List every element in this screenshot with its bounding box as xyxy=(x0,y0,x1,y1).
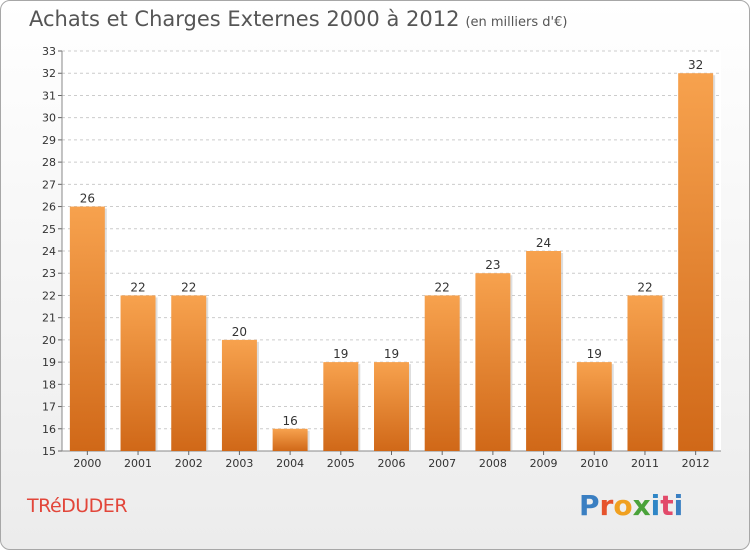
x-tick-label: 2007 xyxy=(428,457,456,470)
y-tick-label: 16 xyxy=(42,423,56,436)
bar xyxy=(323,362,359,451)
x-tick-label: 2010 xyxy=(580,457,608,470)
y-tick-label: 27 xyxy=(42,178,56,191)
data-label: 26 xyxy=(80,192,95,206)
x-tick-label: 2005 xyxy=(327,457,355,470)
data-label: 23 xyxy=(485,258,500,272)
commune-name: TRéDUDER xyxy=(27,495,128,517)
x-tick-label: 2009 xyxy=(530,457,558,470)
y-tick-label: 33 xyxy=(42,45,56,58)
y-tick-label: 19 xyxy=(42,356,56,369)
chart-title: Achats et Charges Externes 2000 à 2012 (e… xyxy=(29,7,567,31)
y-tick-label: 28 xyxy=(42,156,56,169)
bar xyxy=(475,273,511,451)
y-tick-label: 32 xyxy=(42,67,56,80)
y-tick-label: 20 xyxy=(42,334,56,347)
x-tick-label: 2003 xyxy=(225,457,253,470)
y-tick-label: 30 xyxy=(42,112,56,125)
y-tick-label: 29 xyxy=(42,134,56,147)
data-label: 22 xyxy=(181,280,196,294)
bar xyxy=(678,73,714,451)
bar xyxy=(424,295,460,451)
data-label: 24 xyxy=(536,236,551,250)
y-tick-label: 25 xyxy=(42,223,56,236)
data-label: 32 xyxy=(688,58,703,72)
y-tick-label: 21 xyxy=(42,312,56,325)
data-label: 19 xyxy=(587,347,602,361)
data-label: 22 xyxy=(637,280,652,294)
chart-subtitle: (en milliers d'€) xyxy=(465,15,568,30)
y-tick-label: 26 xyxy=(42,201,56,214)
y-tick-label: 24 xyxy=(42,245,56,258)
data-label: 19 xyxy=(333,347,348,361)
y-tick-label: 22 xyxy=(42,289,56,302)
x-tick-label: 2004 xyxy=(276,457,304,470)
data-label: 16 xyxy=(282,414,297,428)
bar xyxy=(627,295,663,451)
data-label: 22 xyxy=(130,280,145,294)
data-label: 19 xyxy=(384,347,399,361)
proxiti-logo: Proxiti xyxy=(579,489,684,522)
x-tick-label: 2011 xyxy=(631,457,659,470)
x-tick-label: 2002 xyxy=(175,457,203,470)
x-tick-label: 2001 xyxy=(124,457,152,470)
bar xyxy=(272,428,308,451)
data-label: 20 xyxy=(232,325,247,339)
x-tick-label: 2006 xyxy=(378,457,406,470)
x-tick-label: 2000 xyxy=(73,457,101,470)
bar xyxy=(120,295,156,451)
bar xyxy=(526,251,562,451)
y-tick-label: 17 xyxy=(42,401,56,414)
bar xyxy=(374,362,409,451)
bar xyxy=(221,339,257,451)
bar xyxy=(576,362,612,451)
y-tick-label: 23 xyxy=(42,267,56,280)
bar xyxy=(69,206,105,451)
x-tick-label: 2008 xyxy=(479,457,507,470)
y-tick-label: 31 xyxy=(42,89,56,102)
data-label: 22 xyxy=(435,280,450,294)
bar xyxy=(171,295,207,451)
y-tick-label: 15 xyxy=(42,445,56,458)
x-tick-label: 2012 xyxy=(682,457,710,470)
y-tick-label: 18 xyxy=(42,378,56,391)
chart-title-text: Achats et Charges Externes 2000 à 2012 xyxy=(29,7,460,31)
